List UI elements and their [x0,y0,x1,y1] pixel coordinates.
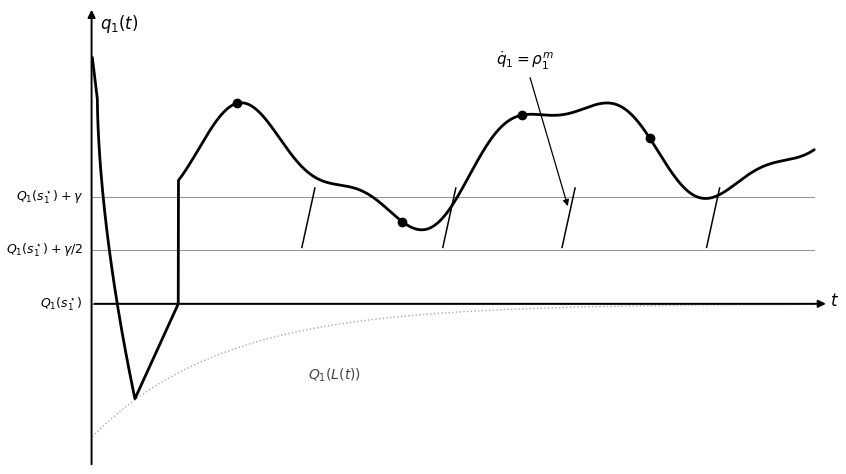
Text: $Q_1(s_1^\star) + \gamma$: $Q_1(s_1^\star) + \gamma$ [16,188,83,206]
Text: $Q_1(s_1^\star) + \gamma/2$: $Q_1(s_1^\star) + \gamma/2$ [6,242,83,259]
Text: $Q_1(s_1^\star)$: $Q_1(s_1^\star)$ [40,295,83,312]
Text: $\dot{q}_1 = \rho_1^m$: $\dot{q}_1 = \rho_1^m$ [497,50,569,205]
Text: $q_1(t)$: $q_1(t)$ [100,13,139,35]
Text: $t$: $t$ [830,292,839,310]
Text: $Q_1(L(t))$: $Q_1(L(t))$ [309,366,361,384]
